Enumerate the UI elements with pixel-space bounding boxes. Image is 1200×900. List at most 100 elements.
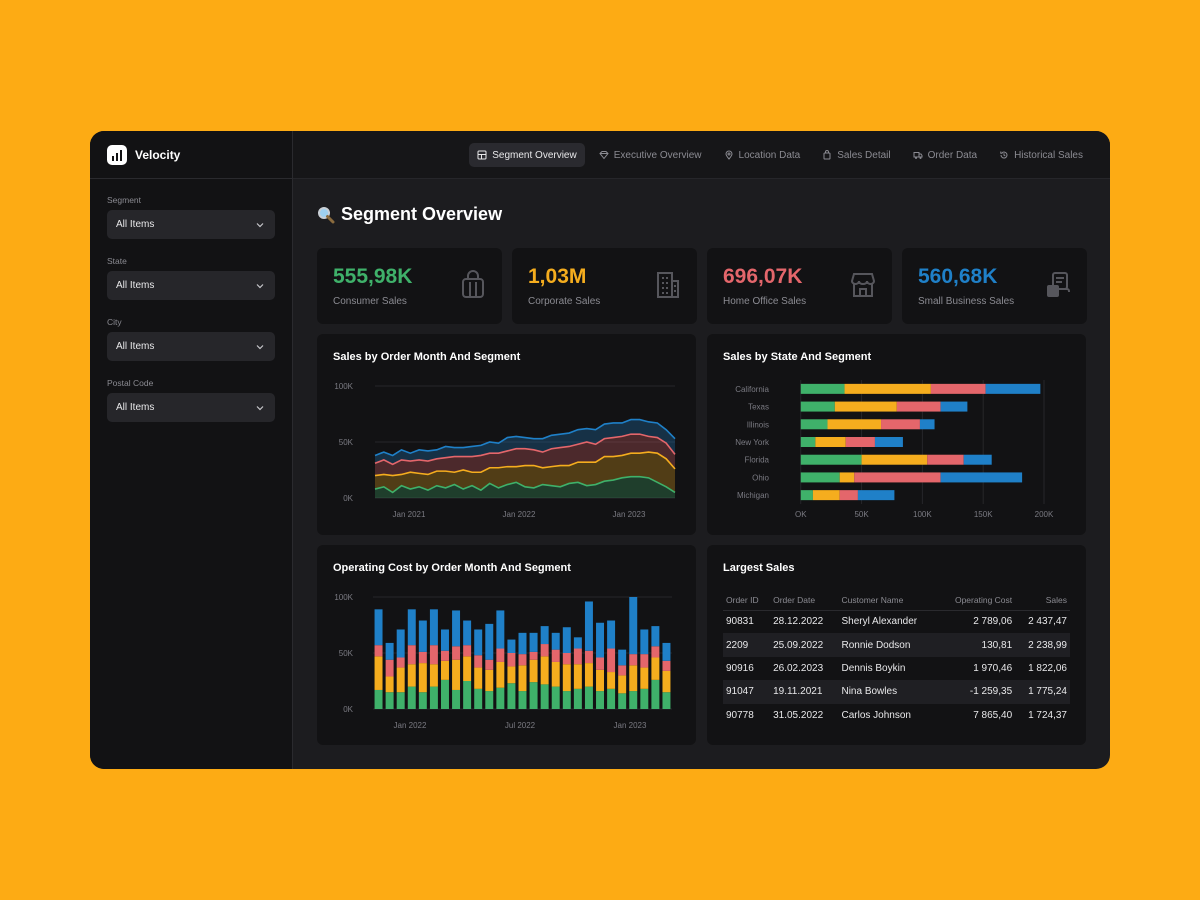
cell-order-date: 19.11.2021	[770, 680, 839, 704]
bar-segment	[607, 620, 616, 649]
city-select[interactable]: All Items	[107, 332, 275, 361]
kpi-value: 560,68K	[918, 265, 998, 288]
cell-customer-name: Nina Bowles	[838, 680, 939, 704]
bar-segment	[529, 682, 538, 709]
bar-segment	[662, 692, 671, 709]
x-tick-label: Jan 2021	[393, 510, 426, 519]
tab-executive-overview[interactable]: Executive Overview	[591, 143, 710, 167]
bar-segment	[418, 692, 427, 709]
bar-segment	[845, 437, 875, 447]
bar-segment	[629, 654, 638, 666]
table-header-row: Order ID Order Date Customer Name Operat…	[723, 590, 1070, 611]
table-row[interactable]: 90831 28.12.2022 Sheryl Alexander 2 789,…	[723, 610, 1070, 633]
bar-segment	[640, 654, 649, 668]
x-tick-label: Jan 2023	[614, 721, 647, 730]
kpi-value: 696,07K	[723, 265, 803, 288]
shopping-bag-icon	[823, 150, 831, 160]
table-row[interactable]: 90916 26.02.2023 Dennis Boykin 1 970,46 …	[723, 657, 1070, 680]
bar-segment	[618, 665, 627, 676]
cell-operating-cost: 2 789,06	[973, 616, 1013, 628]
bar-segment	[834, 401, 897, 412]
bar-segment	[540, 684, 549, 709]
bar-segment	[596, 657, 605, 670]
y-tick-label: California	[735, 385, 769, 394]
cell-customer-name: Ronnie Dodson	[838, 633, 939, 657]
kpi-label: Consumer Sales	[333, 296, 407, 307]
bar-segment	[573, 637, 582, 649]
select-value: All Items	[116, 219, 155, 230]
page-title: Segment Overview	[317, 204, 502, 225]
cell-order-id: 90916	[726, 662, 754, 674]
sales-by-month-area-chart: 100K 50K 0K Jan 2021 Jan 2022 Jan 2023	[334, 382, 676, 519]
bar-segment	[930, 383, 986, 394]
postal-code-select[interactable]: All Items	[107, 393, 275, 422]
column-header-order-date[interactable]: Order Date	[770, 590, 839, 611]
filter-label: Postal Code	[107, 378, 154, 388]
column-header-customer-name[interactable]: Customer Name	[838, 590, 939, 611]
x-tick-label: 200K	[1035, 510, 1054, 519]
bar-segment	[496, 610, 505, 649]
bar-segment	[429, 686, 438, 709]
bar-segment	[485, 691, 494, 709]
area-series	[375, 434, 675, 476]
table-row[interactable]: 2209 25.09.2022 Ronnie Dodson 130,81 2 2…	[723, 633, 1070, 657]
select-value: All Items	[116, 402, 155, 413]
app-window: Velocity Segment All Items State All Ite…	[90, 131, 1110, 769]
kpi-corporate-sales: 1,03M Corporate Sales	[512, 248, 697, 324]
cell-order-id: 91047	[723, 680, 771, 704]
bar-segment	[839, 490, 858, 501]
bar-segment	[927, 454, 964, 465]
area-series-line	[374, 451, 676, 477]
column-header-operating-cost[interactable]: Operating Cost	[938, 590, 1016, 611]
y-tick-label: 0K	[343, 705, 353, 714]
x-tick-label: Jan 2022	[394, 721, 427, 730]
column-header-order-id[interactable]: Order ID	[723, 590, 771, 611]
tab-sales-detail[interactable]: Sales Detail	[814, 143, 898, 167]
table-row[interactable]: 90778 31.05.2022 Carlos Johnson 7 865,40…	[723, 704, 1070, 727]
filter-label: City	[107, 317, 122, 327]
y-tick-label: Ohio	[752, 473, 769, 482]
kpi-value: 555,98K	[333, 265, 413, 288]
bar-segment	[440, 679, 449, 709]
state-select[interactable]: All Items	[107, 271, 275, 300]
tab-order-data[interactable]: Order Data	[905, 143, 985, 167]
bar-segment	[418, 620, 427, 652]
tab-segment-overview[interactable]: Segment Overview	[469, 143, 585, 167]
bar-segment	[507, 683, 516, 709]
bar-segment	[429, 609, 438, 646]
bar-segment	[963, 454, 992, 465]
cell-operating-cost: -1 259,35	[938, 680, 1016, 704]
tab-location-data[interactable]: Location Data	[716, 143, 809, 167]
cell-order-date: 28.12.2022	[773, 616, 824, 628]
column-header-sales[interactable]: Sales	[1015, 590, 1070, 611]
bar-segment	[496, 661, 505, 688]
segment-select[interactable]: All Items	[107, 210, 275, 239]
table-row[interactable]: 91047 19.11.2021 Nina Bowles -1 259,35 1…	[723, 680, 1070, 704]
y-tick-label: 0K	[343, 494, 353, 503]
brand[interactable]: Velocity	[90, 131, 292, 179]
filter-city: City All Items	[90, 317, 292, 361]
filter-state: State All Items	[90, 256, 292, 300]
chevron-down-icon	[256, 344, 264, 349]
cell-sales: 1 724,37	[1028, 709, 1067, 721]
bar-segment	[651, 679, 660, 709]
bar-segment	[396, 629, 405, 658]
x-tick-label: OK	[795, 510, 807, 519]
bar-segment	[573, 648, 582, 665]
bar-segment	[385, 659, 394, 677]
storefront-icon	[850, 273, 876, 297]
card-title: Largest Sales	[723, 562, 795, 574]
bar-segment	[573, 664, 582, 689]
y-tick-label: Florida	[745, 456, 770, 465]
shopping-bag-icon	[462, 270, 484, 298]
tab-label: Location Data	[738, 149, 801, 161]
bar-segment	[618, 649, 627, 666]
tab-historical-sales[interactable]: Historical Sales	[991, 143, 1091, 167]
cell-sales: 1 822,06	[1028, 662, 1067, 674]
y-tick-label: Texas	[748, 403, 769, 412]
nav-tabs: Segment Overview Executive Overview Loca…	[469, 143, 1091, 167]
bar-segment	[463, 656, 472, 681]
cell-order-id: 90831	[726, 616, 754, 628]
bar-segment	[629, 691, 638, 709]
x-tick-label: 100K	[913, 510, 932, 519]
